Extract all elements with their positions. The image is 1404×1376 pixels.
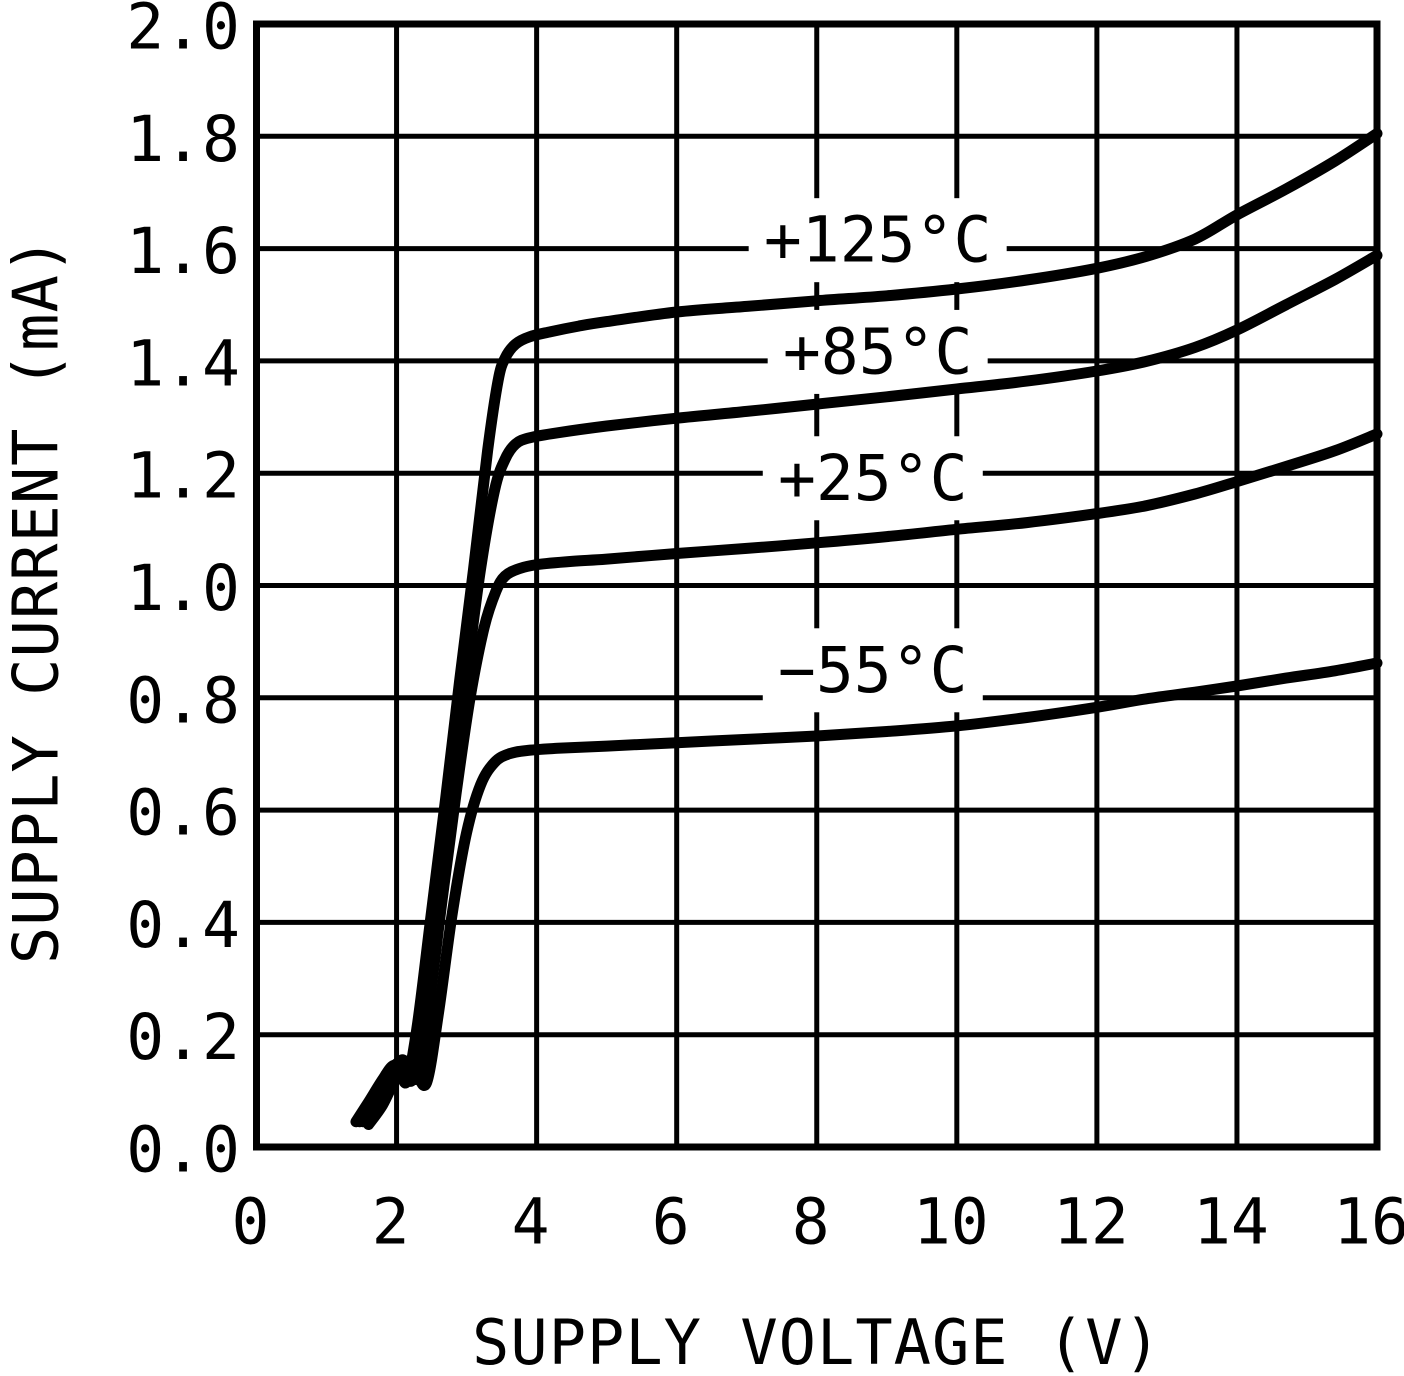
curve-label-85c: +85°C <box>783 315 973 388</box>
x-tick-label-14: 14 <box>1193 1186 1269 1259</box>
y-tick-label-1-6: 1.6 <box>126 215 240 288</box>
y-tick-label-0-4: 0.4 <box>126 889 240 962</box>
x-tick-label-10: 10 <box>913 1186 989 1259</box>
curve-label-mask <box>748 198 1007 283</box>
curve-label-mask <box>762 628 983 713</box>
x-tick-label-2: 2 <box>372 1186 410 1259</box>
y-tick-label-2-0: 2.0 <box>126 0 240 64</box>
y-tick-label-0-8: 0.8 <box>126 664 240 737</box>
x-tick-label-6: 6 <box>652 1186 690 1259</box>
y-axis-title: SUPPLY CURRENT (mA) <box>0 235 73 965</box>
x-tick-label-8: 8 <box>792 1186 830 1259</box>
y-tick-label-1-4: 1.4 <box>126 327 240 400</box>
x-axis-title: SUPPLY VOLTAGE (V) <box>472 1306 1162 1376</box>
x-tick-label-16: 16 <box>1333 1186 1404 1259</box>
curve-label-mask <box>762 436 983 521</box>
y-tick-label-1-8: 1.8 <box>126 103 240 176</box>
y-tick-label-0-0: 0.0 <box>126 1114 240 1187</box>
x-tick-label-4: 4 <box>512 1186 550 1259</box>
x-tick-label-12: 12 <box>1053 1186 1129 1259</box>
plot-border <box>253 20 1381 1151</box>
curve-55c <box>363 657 1383 1131</box>
x-tick-label-0: 0 <box>232 1186 270 1259</box>
curve-label-125c: +125°C <box>764 204 992 277</box>
curve-label-25c: +25°C <box>778 442 968 515</box>
curve-label-55c: −55°C <box>778 634 968 707</box>
y-tick-label-1-2: 1.2 <box>126 440 240 513</box>
y-tick-label-0-2: 0.2 <box>126 1001 240 1074</box>
y-tick-label-1-0: 1.0 <box>126 552 240 625</box>
curve-25c <box>357 428 1383 1128</box>
y-tick-label-0-6: 0.6 <box>126 777 240 850</box>
curve-label-mask <box>767 309 988 394</box>
